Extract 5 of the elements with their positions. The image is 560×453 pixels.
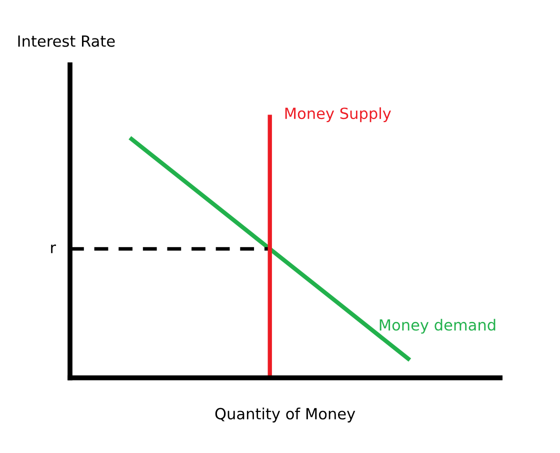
ref-line-label: r: [51, 244, 56, 254]
x-axis-title: Quantity of Money: [215, 408, 356, 422]
text: Interest Rate: [18, 36, 115, 47]
text: Money Supply: [285, 107, 391, 122]
series-label: Money demand: [380, 318, 496, 334]
